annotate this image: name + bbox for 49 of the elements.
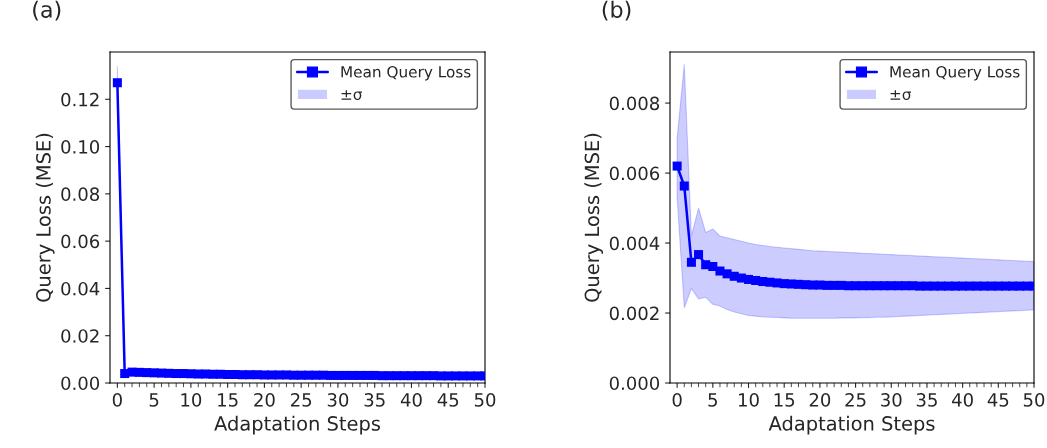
annotation: ±σ — [341, 90, 363, 100]
x-tick-label: 40 — [952, 393, 973, 407]
chart-title: (a) — [33, 0, 61, 21]
x-tick-label: 40 — [400, 393, 422, 407]
point — [112, 78, 122, 88]
y-tick-label: 0.008 — [609, 96, 660, 111]
y-tick-label: 0.08 — [61, 187, 100, 201]
y-tick-label: 0.06 — [61, 234, 100, 249]
x-tick-label: 35 — [364, 393, 385, 407]
x-tick-label: 15 — [774, 393, 795, 407]
y-tick-label: 0.04 — [61, 281, 100, 296]
y-axis-title: Query Loss (MSE) — [35, 133, 55, 302]
x-axis-title: Adaptation Steps — [214, 415, 381, 435]
x-tick-label: 30 — [327, 393, 349, 407]
x-tick-label: 25 — [845, 393, 866, 407]
x-tick-label: 10 — [181, 393, 202, 407]
chart-title: (b) — [602, 0, 631, 21]
x-tick-label: 0 — [672, 393, 682, 407]
point — [686, 257, 696, 267]
point — [679, 181, 689, 191]
y-tick-label: 0.002 — [609, 306, 659, 321]
x-tick-label: 35 — [916, 393, 937, 407]
x-tick-label: 50 — [474, 393, 496, 407]
point — [672, 161, 682, 171]
y-axis-title: Query Loss (MSE) — [584, 133, 604, 302]
y-tick-label: 0.00 — [61, 376, 100, 391]
x-tick-label: 45 — [987, 393, 1009, 407]
x-tick-label: 5 — [149, 393, 159, 407]
legend-label: Mean Query Loss — [341, 66, 471, 81]
y-tick-label: 0.10 — [61, 140, 100, 154]
x-tick-label: 20 — [254, 393, 275, 407]
x-tick-label: 15 — [218, 393, 238, 407]
y-tick-label: 0.006 — [609, 166, 660, 181]
y-tick-label: 0.004 — [609, 236, 660, 251]
x-tick-label: 0 — [112, 393, 122, 407]
x-tick-label: 10 — [739, 393, 759, 407]
y-tick-label: 0.02 — [61, 329, 99, 343]
x-tick-label: 50 — [1023, 393, 1045, 407]
x-axis-title: Adaptation Steps — [768, 415, 935, 435]
x-tick-label: 30 — [881, 393, 902, 407]
point — [694, 250, 704, 260]
annotation: ±σ — [890, 90, 912, 100]
x-tick-label: 25 — [291, 393, 312, 407]
x-tick-label: 20 — [809, 393, 831, 407]
y-tick-label: 0.12 — [61, 92, 99, 107]
x-tick-label: 45 — [437, 393, 459, 407]
y-tick-label: 0.000 — [609, 376, 660, 391]
x-tick-label: 5 — [708, 393, 717, 407]
legend-label: Mean Query Loss — [890, 66, 1020, 81]
